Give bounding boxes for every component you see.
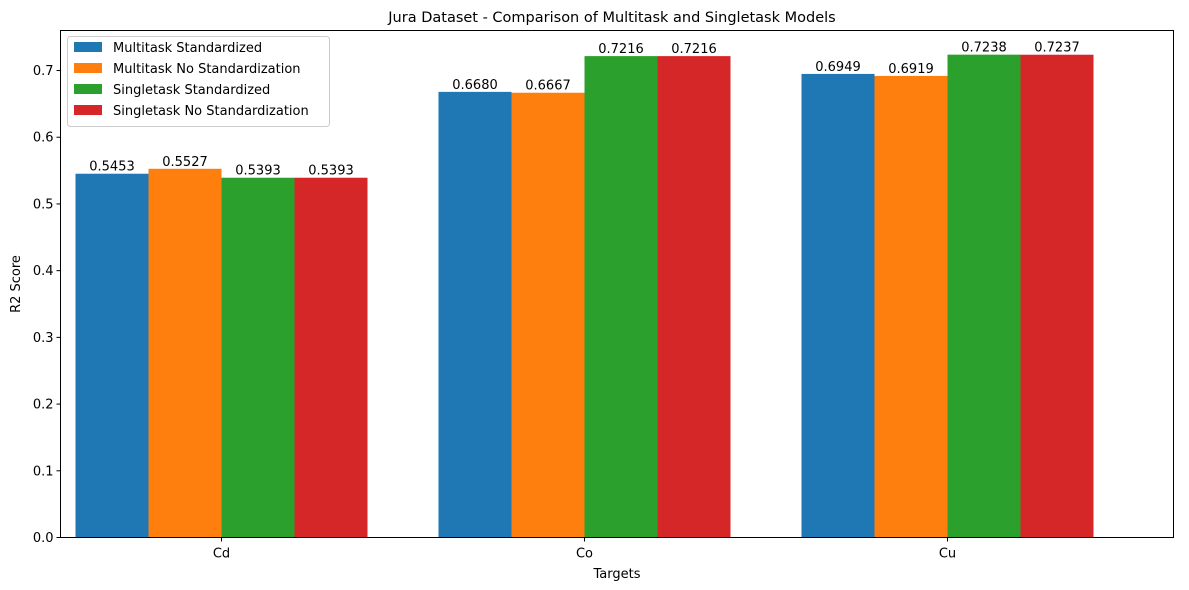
legend-swatch: [74, 63, 102, 73]
x-axis-label: Targets: [593, 567, 641, 582]
y-tick-label: 0.3: [33, 331, 54, 346]
bar-value-label: 0.7238: [961, 41, 1007, 56]
legend-swatch: [74, 84, 102, 94]
bar-value-label: 0.5393: [308, 164, 354, 179]
bar-value-label: 0.6680: [452, 78, 498, 93]
x-tick-label: Cu: [939, 547, 956, 562]
bar-value-label: 0.7237: [1034, 41, 1080, 56]
bar: [294, 177, 368, 538]
y-tick-label: 0.4: [33, 264, 54, 279]
y-tick-label: 0.7: [33, 64, 54, 79]
y-tick-label: 0.1: [33, 464, 54, 479]
bar: [75, 173, 149, 538]
legend-label: Multitask Standardized: [113, 41, 262, 56]
y-tick-label: 0.5: [33, 197, 54, 212]
bar: [584, 56, 658, 538]
legend-swatch: [74, 42, 102, 52]
bar-value-label: 0.5453: [89, 160, 135, 175]
bar: [511, 92, 585, 538]
bar: [874, 75, 948, 538]
legend-label: Singletask Standardized: [113, 83, 270, 98]
bar: [947, 54, 1021, 538]
legend: Multitask Standardized Multitask No Stand…: [67, 36, 330, 127]
bar-value-label: 0.7216: [598, 42, 644, 57]
bar: [657, 56, 731, 538]
bar-value-label: 0.6667: [525, 79, 571, 94]
bar-value-label: 0.6919: [888, 62, 934, 77]
x-axis: Cd Co Cu: [213, 537, 956, 562]
legend-label: Multitask No Standardization: [113, 62, 301, 77]
value-labels-layer: 0.5453 0.6680 0.6949 0.5527 0.6667 0.6919 0.53…: [89, 41, 1080, 179]
bar-value-label: 0.6949: [815, 60, 861, 75]
legend-label: Singletask No Standardization: [113, 104, 309, 119]
y-tick-label: 0.6: [33, 131, 54, 146]
y-tick-label: 0.0: [33, 531, 54, 546]
bar: [1020, 54, 1094, 538]
chart-title: Jura Dataset - Comparison of Multitask a…: [387, 10, 835, 26]
bar-value-label: 0.7216: [671, 42, 717, 57]
y-axis: 0.0 0.1 0.2 0.3 0.4 0.5 0.6 0.7: [33, 64, 61, 546]
legend-frame: [67, 36, 330, 127]
y-axis-label: R2 Score: [9, 255, 24, 313]
legend-swatch: [74, 105, 102, 115]
x-tick-label: Co: [576, 547, 593, 562]
bar: [438, 91, 512, 538]
plot-frame: [60, 30, 1174, 538]
bars-layer: [75, 54, 1094, 538]
x-tick-label: Cd: [213, 547, 230, 562]
y-tick-label: 0.2: [33, 398, 54, 413]
bar-value-label: 0.5527: [162, 155, 208, 170]
bar: [148, 168, 222, 538]
legend-items: Multitask Standardized Multitask No Stand…: [74, 41, 309, 119]
bar: [801, 73, 875, 538]
bar: [221, 177, 295, 538]
bar-value-label: 0.5393: [235, 164, 281, 179]
